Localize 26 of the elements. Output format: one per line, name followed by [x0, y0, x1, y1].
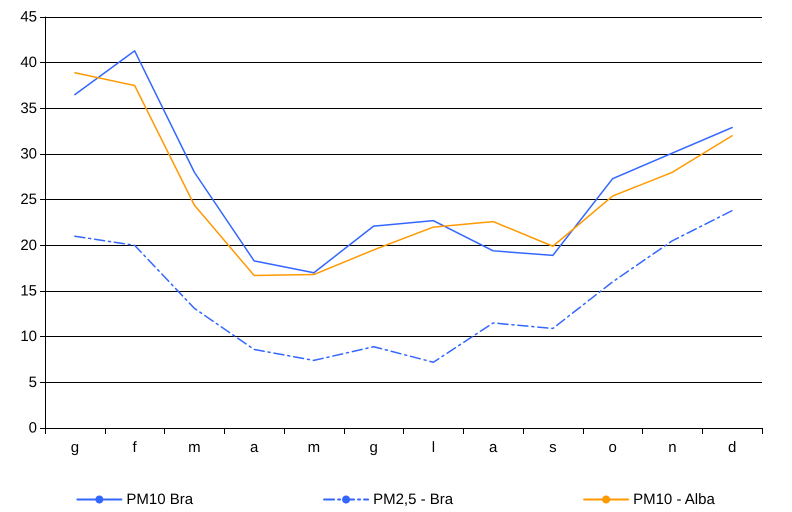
- legend-label: PM2,5 - Bra: [373, 491, 454, 508]
- y-tick-label: 20: [20, 236, 37, 254]
- x-tick-label: o: [608, 439, 617, 456]
- y-tick-label: 0: [28, 420, 37, 436]
- y-tick-label: 45: [20, 8, 37, 26]
- x-tick-label: g: [70, 439, 80, 456]
- y-tick-label: 15: [20, 282, 37, 300]
- x-tick-label: g: [369, 439, 378, 456]
- y-tick-label: 40: [20, 54, 37, 72]
- x-tick-label: m: [308, 439, 320, 456]
- x-tick-label: m: [188, 439, 201, 456]
- y-tick-label: 25: [20, 191, 37, 208]
- x-tick-label: l: [432, 439, 436, 456]
- legend-label: PM10 Bra: [126, 491, 194, 508]
- x-tick-label: d: [728, 439, 736, 456]
- x-tick-label: a: [488, 439, 498, 456]
- y-tick-label: 5: [28, 374, 37, 391]
- line-series: [74, 210, 733, 363]
- legend-label: PM10 - Alba: [633, 491, 716, 508]
- y-tick-label: 35: [20, 100, 37, 117]
- y-tick-label: 10: [20, 328, 37, 346]
- y-tick-label: 30: [20, 146, 37, 162]
- x-tick-label: f: [132, 439, 138, 456]
- x-tick-label: s: [549, 439, 557, 456]
- x-tick-label: a: [250, 439, 259, 456]
- x-tick-label: n: [668, 439, 677, 456]
